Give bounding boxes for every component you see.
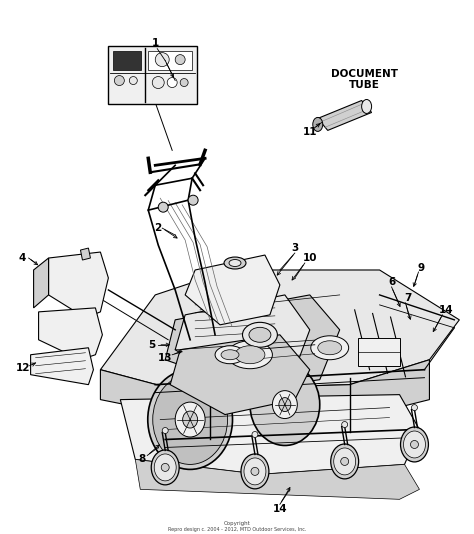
Ellipse shape <box>175 402 205 437</box>
Polygon shape <box>120 395 419 474</box>
Polygon shape <box>34 258 48 308</box>
Circle shape <box>341 458 349 466</box>
Ellipse shape <box>249 327 271 342</box>
Text: DOCUMENT
TUBE: DOCUMENT TUBE <box>331 68 398 90</box>
Ellipse shape <box>228 341 273 368</box>
Polygon shape <box>318 100 372 130</box>
Ellipse shape <box>182 411 198 428</box>
Text: 14: 14 <box>439 305 454 315</box>
Bar <box>358 338 400 366</box>
Text: 9: 9 <box>418 263 425 273</box>
Text: 6: 6 <box>388 277 395 287</box>
Ellipse shape <box>313 117 323 131</box>
Text: 12: 12 <box>15 363 30 373</box>
Circle shape <box>167 77 177 88</box>
Ellipse shape <box>243 323 277 347</box>
Text: 3: 3 <box>291 243 299 253</box>
Ellipse shape <box>273 391 297 419</box>
Ellipse shape <box>154 454 176 481</box>
Text: 1: 1 <box>152 38 159 48</box>
Ellipse shape <box>148 370 233 469</box>
Text: 5: 5 <box>149 340 156 350</box>
Ellipse shape <box>241 454 269 489</box>
Text: 10: 10 <box>302 253 317 263</box>
Polygon shape <box>100 360 429 420</box>
Text: 2: 2 <box>155 223 162 233</box>
Polygon shape <box>81 248 91 260</box>
Circle shape <box>155 53 169 67</box>
Circle shape <box>410 441 419 449</box>
Circle shape <box>114 76 124 85</box>
Ellipse shape <box>224 257 246 269</box>
Circle shape <box>158 202 168 212</box>
Polygon shape <box>165 295 340 390</box>
Text: 8: 8 <box>139 454 146 465</box>
Text: 4: 4 <box>19 253 27 263</box>
Text: Repro design c. 2004 - 2012, MTD Outdoor Services, Inc.: Repro design c. 2004 - 2012, MTD Outdoor… <box>168 527 306 532</box>
Ellipse shape <box>334 448 356 475</box>
Text: 7: 7 <box>404 293 411 303</box>
Ellipse shape <box>153 375 228 465</box>
Ellipse shape <box>215 346 245 364</box>
Ellipse shape <box>235 346 265 364</box>
Circle shape <box>175 54 185 65</box>
Circle shape <box>251 467 259 475</box>
Polygon shape <box>38 308 102 360</box>
Ellipse shape <box>151 450 179 485</box>
Circle shape <box>161 464 169 472</box>
Ellipse shape <box>403 431 426 458</box>
Polygon shape <box>170 335 310 414</box>
Text: Copyright: Copyright <box>224 521 250 526</box>
Circle shape <box>411 405 418 411</box>
Circle shape <box>152 76 164 89</box>
Circle shape <box>129 76 137 84</box>
Ellipse shape <box>279 398 291 412</box>
Text: 14: 14 <box>273 504 287 514</box>
Ellipse shape <box>229 260 241 266</box>
Circle shape <box>162 428 168 434</box>
Polygon shape <box>175 295 310 380</box>
Polygon shape <box>135 459 419 499</box>
Circle shape <box>180 78 188 87</box>
Ellipse shape <box>311 336 349 360</box>
Ellipse shape <box>362 99 372 113</box>
Bar <box>148 51 192 69</box>
Circle shape <box>252 431 258 437</box>
Ellipse shape <box>244 458 266 485</box>
Ellipse shape <box>250 364 320 445</box>
Polygon shape <box>48 252 109 318</box>
Text: 13: 13 <box>158 353 173 363</box>
Circle shape <box>342 421 347 428</box>
FancyBboxPatch shape <box>109 45 197 105</box>
Circle shape <box>188 195 198 205</box>
Ellipse shape <box>331 444 359 479</box>
Polygon shape <box>31 348 93 384</box>
Ellipse shape <box>401 427 428 462</box>
Polygon shape <box>185 255 280 325</box>
Text: 11: 11 <box>302 128 317 137</box>
Bar <box>113 51 141 69</box>
Ellipse shape <box>318 341 342 355</box>
Polygon shape <box>100 270 459 390</box>
Ellipse shape <box>221 350 239 360</box>
